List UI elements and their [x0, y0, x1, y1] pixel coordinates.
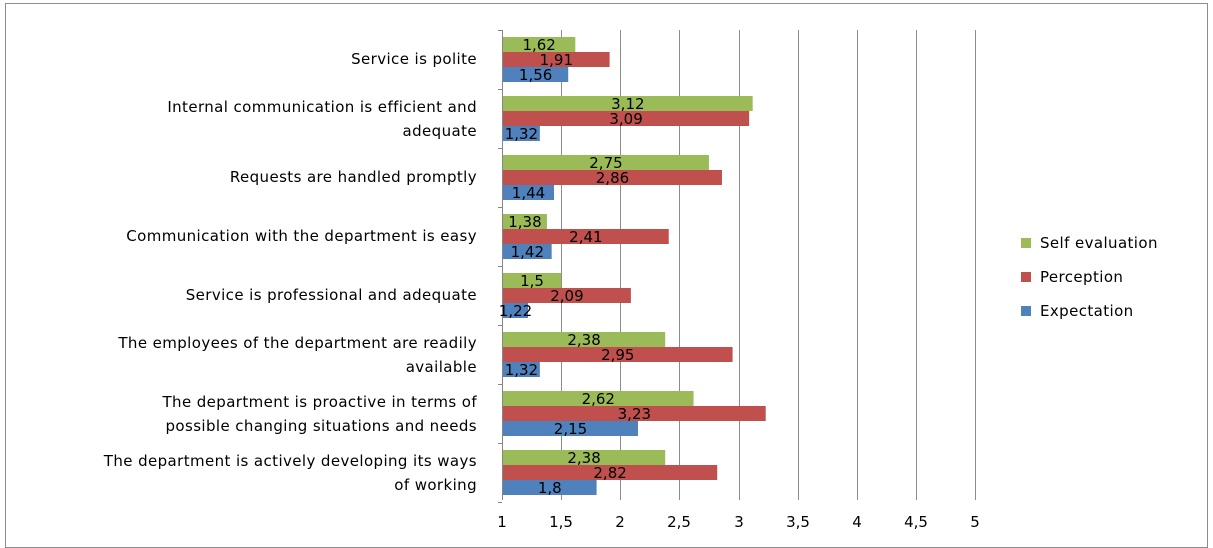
- data-label: 3,09: [609, 110, 642, 128]
- bar-perception: [503, 465, 718, 480]
- category-label: adequate: [403, 122, 477, 140]
- data-label: 2,75: [589, 154, 622, 172]
- bar-self-evaluation: [503, 332, 666, 347]
- bar-perception: [503, 52, 610, 67]
- bar-self-evaluation: [503, 450, 666, 465]
- data-label: 1,22: [499, 302, 532, 320]
- category-label: Requests are handled promptly: [230, 168, 477, 186]
- data-label: 2,82: [593, 464, 626, 482]
- category-label: The employees of the department are read…: [117, 334, 477, 352]
- data-label: 1,42: [511, 243, 544, 261]
- bar-self-evaluation: [503, 155, 709, 170]
- bar-expectation: [503, 126, 540, 141]
- bar-expectation: [503, 421, 638, 436]
- data-label: 2,86: [596, 169, 629, 187]
- bar-expectation: [503, 362, 540, 377]
- category-label: Service is professional and adequate: [186, 286, 477, 304]
- data-label: 1,8: [538, 479, 562, 497]
- legend-swatch: [1021, 306, 1031, 316]
- bar-self-evaluation: [503, 214, 547, 229]
- category-label: of working: [394, 476, 477, 494]
- category-label: possible changing situations and needs: [166, 417, 478, 435]
- data-label: 1,44: [512, 184, 545, 202]
- x-tick-label: 2: [615, 513, 625, 531]
- x-tick-label: 5: [970, 513, 980, 531]
- data-label: 1,56: [519, 66, 552, 84]
- x-tick-label: 1,5: [549, 513, 573, 531]
- category-label: Internal communication is efficient and: [167, 98, 477, 116]
- data-label: 1,32: [505, 361, 538, 379]
- bar-self-evaluation: [503, 273, 562, 288]
- bar-perception: [503, 229, 669, 244]
- x-tick-label: 1: [497, 513, 507, 531]
- category-label: Communication with the department is eas…: [126, 227, 477, 245]
- x-tick-label: 2,5: [667, 513, 691, 531]
- x-axis-ticks: 1 1,5 2 2,5 3 3,5 4 4,5 5: [497, 513, 980, 531]
- data-label: 1,5: [520, 272, 544, 290]
- category-label: available: [406, 358, 477, 376]
- legend-swatch: [1021, 272, 1031, 282]
- bar-expectation: [503, 67, 569, 82]
- x-tick-label: 4: [852, 513, 862, 531]
- data-label: 1,91: [540, 51, 573, 69]
- legend-swatch: [1021, 238, 1031, 248]
- legend-label: Perception: [1040, 268, 1123, 286]
- data-label: 2,09: [550, 287, 583, 305]
- bar-perception: [503, 170, 722, 185]
- data-label: 1,32: [505, 125, 538, 143]
- bar-expectation: [503, 303, 529, 318]
- bar-perception: [503, 347, 733, 362]
- x-tick-label: 3,5: [786, 513, 810, 531]
- data-label: 2,38: [567, 331, 600, 349]
- x-tick-label: 4,5: [904, 513, 928, 531]
- bar-self-evaluation: [503, 391, 694, 406]
- data-label: 2,15: [554, 420, 587, 438]
- bar-perception: [503, 406, 766, 421]
- data-label: 1,38: [508, 213, 541, 231]
- data-label: 2,41: [569, 228, 602, 246]
- bar-expectation: [503, 244, 552, 259]
- bar-perception: [503, 111, 750, 126]
- legend-label: Self evaluation: [1040, 234, 1158, 252]
- data-label: 2,95: [601, 346, 634, 364]
- data-label: 3,23: [618, 405, 651, 423]
- bar-self-evaluation: [503, 37, 576, 52]
- category-labels: Service is polite Internal communication …: [103, 50, 478, 494]
- data-label: 3,12: [611, 95, 644, 113]
- data-label: 1,62: [522, 36, 555, 54]
- category-label: The department is proactive in terms of: [161, 393, 477, 411]
- legend-label: Expectation: [1040, 302, 1134, 320]
- data-label: 2,62: [582, 390, 615, 408]
- data-labels: 1,621,911,56 3,123,09 1,32 2,752,86 1,44 1,38…: [499, 36, 651, 497]
- data-label: 2,38: [567, 449, 600, 467]
- bar-self-evaluation: [503, 96, 753, 111]
- bar-expectation: [503, 185, 555, 200]
- x-tick-label: 3: [734, 513, 744, 531]
- category-label: Service is polite: [351, 50, 477, 68]
- bar-expectation: [503, 480, 597, 495]
- category-label: The department is actively developing it…: [103, 452, 477, 470]
- legend: Self evaluation Perception Expectation: [1021, 234, 1158, 320]
- bar-perception: [503, 288, 631, 303]
- bars: [503, 37, 766, 495]
